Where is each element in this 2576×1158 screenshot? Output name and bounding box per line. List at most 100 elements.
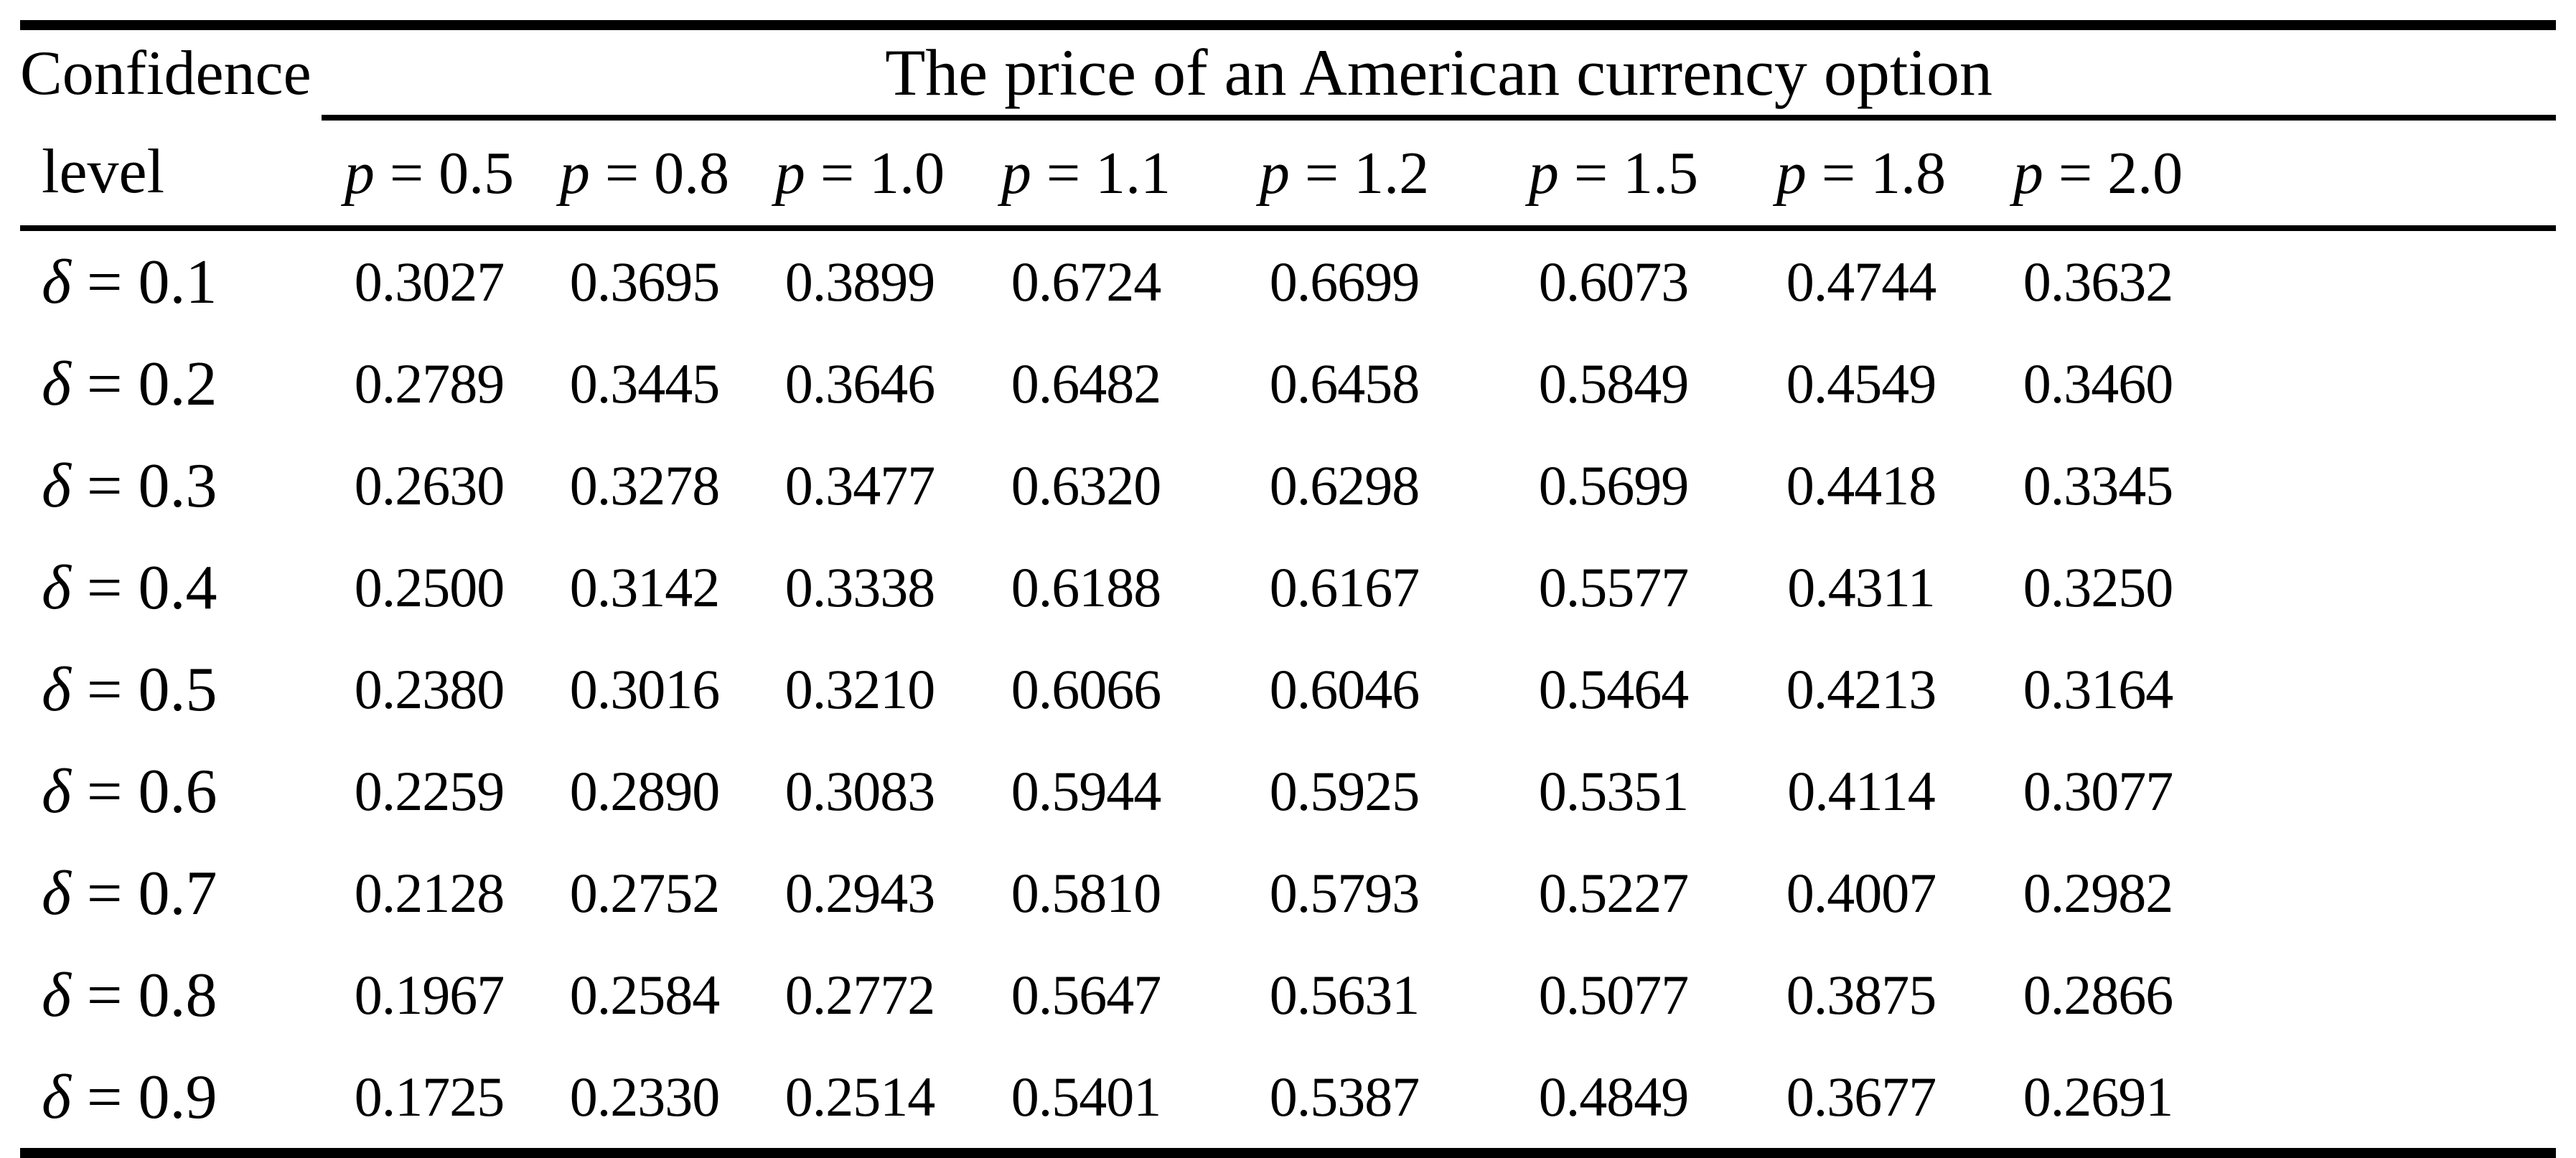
column-header-p-2.0: p = 2.0 — [1980, 118, 2216, 231]
value-cell: 0.5925 — [1269, 760, 1420, 822]
value-cell: 0.3632 — [2023, 250, 2174, 313]
value-cell: 0.6298 — [1269, 454, 1420, 517]
value-cell: 0.4549 — [1786, 352, 1937, 415]
table-title-row: Confidence The price of an American curr… — [20, 25, 2557, 121]
value-cell: 0.6167 — [1269, 556, 1420, 618]
value-cell: 0.2943 — [784, 862, 936, 924]
value-cell: 0.3460 — [2023, 352, 2174, 415]
table-row: δ = 0.6 0.2259 0.2890 0.3083 0.5944 0.5925 0.5… — [20, 740, 2556, 842]
table-row: δ = 0.3 0.2630 0.3278 0.3477 0.6320 0.6298 0.5… — [20, 435, 2556, 537]
value-cell: 0.3142 — [569, 556, 721, 618]
value-cell: 0.2330 — [569, 1065, 721, 1128]
value-cell: 0.1967 — [354, 964, 505, 1026]
value-cell: 0.5793 — [1269, 862, 1420, 924]
value-cell: 0.3677 — [1786, 1065, 1937, 1128]
row-label-delta-0.3: δ = 0.3 — [42, 451, 217, 521]
row-filler — [2216, 537, 2556, 639]
value-cell: 0.3477 — [784, 454, 936, 517]
row-label-delta-0.2: δ = 0.2 — [42, 349, 217, 419]
value-cell: 0.1725 — [354, 1065, 505, 1128]
corner-header-level: level — [20, 118, 322, 231]
value-cell: 0.6458 — [1269, 352, 1420, 415]
value-cell: 0.5699 — [1538, 454, 1690, 517]
value-cell: 0.3210 — [784, 658, 936, 720]
value-cell: 0.4311 — [1787, 556, 1936, 618]
corner-header-line1: Confidence — [20, 39, 312, 108]
value-cell: 0.5227 — [1538, 862, 1690, 924]
value-cell: 0.5810 — [1011, 862, 1162, 924]
row-label-delta-0.1: δ = 0.1 — [42, 247, 217, 317]
value-cell: 0.6046 — [1269, 658, 1420, 720]
table-row: δ = 0.9 0.1725 0.2330 0.2514 0.5401 0.5387 0.4… — [20, 1046, 2556, 1153]
row-filler — [2216, 435, 2556, 537]
row-filler — [2216, 333, 2556, 435]
value-cell: 0.3646 — [784, 352, 936, 415]
value-cell: 0.2752 — [569, 862, 721, 924]
value-cell: 0.3345 — [2023, 454, 2174, 517]
row-label-delta-0.9: δ = 0.9 — [42, 1062, 217, 1132]
corner-header-confidence: Confidence — [20, 25, 322, 118]
value-cell: 0.2789 — [354, 352, 505, 415]
value-cell: 0.3338 — [784, 556, 936, 618]
row-filler — [2216, 1046, 2556, 1153]
row-filler — [2216, 740, 2556, 842]
spanning-title: The price of an American currency option — [322, 25, 2557, 121]
table-row: δ = 0.8 0.1967 0.2584 0.2772 0.5647 0.5631 0.5… — [20, 944, 2556, 1046]
row-filler — [2216, 639, 2556, 740]
value-cell: 0.5647 — [1011, 964, 1162, 1026]
value-cell: 0.2584 — [569, 964, 721, 1026]
value-cell: 0.2772 — [784, 964, 936, 1026]
row-label-delta-0.6: δ = 0.6 — [42, 756, 217, 827]
value-cell: 0.5464 — [1538, 658, 1690, 720]
row-filler — [2216, 842, 2556, 944]
value-cell: 0.3164 — [2023, 658, 2174, 720]
value-cell: 0.4114 — [1787, 760, 1936, 822]
row-label-delta-0.8: δ = 0.8 — [42, 960, 217, 1030]
table-row: δ = 0.1 0.3027 0.3695 0.3899 0.6724 0.6699 0.6… — [20, 228, 2556, 333]
value-cell: 0.4007 — [1786, 862, 1937, 924]
column-header-p-0.8: p = 0.8 — [537, 118, 752, 231]
column-header-p-1.5: p = 1.5 — [1484, 118, 1743, 231]
value-cell: 0.3016 — [569, 658, 721, 720]
value-cell: 0.6699 — [1269, 250, 1420, 313]
column-header-p-1.8: p = 1.8 — [1743, 118, 1980, 231]
value-cell: 0.5577 — [1538, 556, 1690, 618]
table-row: δ = 0.7 0.2128 0.2752 0.2943 0.5810 0.5793 0.5… — [20, 842, 2556, 944]
column-header-p-1.2: p = 1.2 — [1204, 118, 1484, 231]
value-cell: 0.3445 — [569, 352, 721, 415]
value-cell: 0.5631 — [1269, 964, 1420, 1026]
american-currency-option-price-table: Confidence The price of an American curr… — [20, 20, 2557, 1158]
value-cell: 0.2982 — [2023, 862, 2174, 924]
column-header-p-0.5: p = 0.5 — [322, 118, 537, 231]
value-cell: 0.3875 — [1786, 964, 1937, 1026]
value-cell: 0.4744 — [1786, 250, 1937, 313]
value-cell: 0.3250 — [2023, 556, 2174, 618]
value-cell: 0.3027 — [354, 250, 505, 313]
row-label-delta-0.7: δ = 0.7 — [42, 858, 217, 928]
value-cell: 0.6188 — [1011, 556, 1162, 618]
row-filler — [2216, 944, 2556, 1046]
value-cell: 0.5077 — [1538, 964, 1690, 1026]
row-filler — [2216, 228, 2556, 333]
value-cell: 0.2630 — [354, 454, 505, 517]
value-cell: 0.2866 — [2023, 964, 2174, 1026]
column-header-p-1.0: p = 1.0 — [752, 118, 968, 231]
value-cell: 0.2500 — [354, 556, 505, 618]
value-cell: 0.4213 — [1786, 658, 1937, 720]
table-row: δ = 0.5 0.2380 0.3016 0.3210 0.6066 0.6046 0.5… — [20, 639, 2556, 740]
value-cell: 0.2128 — [354, 862, 505, 924]
value-cell: 0.6724 — [1011, 250, 1162, 313]
value-cell: 0.3278 — [569, 454, 721, 517]
value-cell: 0.5401 — [1011, 1065, 1162, 1128]
value-cell: 0.5387 — [1269, 1065, 1420, 1128]
value-cell: 0.5849 — [1538, 352, 1690, 415]
column-header-row: level p = 0.5 p = 0.8 p = 1.0 p = 1.1 p = 1.… — [20, 118, 2557, 231]
value-cell: 0.6320 — [1011, 454, 1162, 517]
value-cell: 0.2380 — [354, 658, 505, 720]
table-row: δ = 0.4 0.2500 0.3142 0.3338 0.6188 0.6167 0.5… — [20, 537, 2556, 639]
value-cell: 0.3083 — [784, 760, 936, 822]
value-cell: 0.6482 — [1011, 352, 1162, 415]
value-cell: 0.2259 — [354, 760, 505, 822]
value-cell: 0.6073 — [1538, 250, 1690, 313]
